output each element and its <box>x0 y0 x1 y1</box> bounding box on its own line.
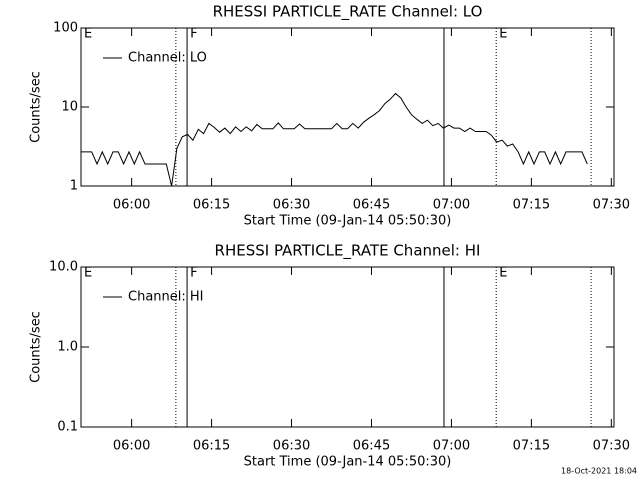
y-axis-label: Counts/sec <box>29 311 44 383</box>
flag-label: E <box>84 27 92 42</box>
x-tick-label: 07:15 <box>513 439 550 454</box>
x-tick-label: 07:00 <box>433 439 470 454</box>
x-tick-label: 07:15 <box>513 198 550 213</box>
chart-title: RHESSI PARTICLE_RATE Channel: HI <box>215 242 481 261</box>
x-tick-label: 06:00 <box>113 198 150 213</box>
x-tick-label: 07:30 <box>593 439 630 454</box>
flag-label: E <box>499 27 507 42</box>
y-tick-label: 100 <box>53 21 78 36</box>
legend-label: Channel: LO <box>128 51 207 66</box>
x-tick-label: 07:00 <box>433 198 470 213</box>
x-tick-label: 07:30 <box>593 198 630 213</box>
series-line <box>81 92 588 187</box>
x-axis-label: Start Time (09-Jan-14 05:50:30) <box>244 455 452 470</box>
flag-label: F <box>190 266 197 281</box>
flag-label: F <box>190 27 197 42</box>
x-axis-label: Start Time (09-Jan-14 05:50:30) <box>244 214 452 229</box>
x-tick-label: 06:00 <box>113 439 150 454</box>
y-tick-label: 0.1 <box>57 420 78 435</box>
x-tick-label: 06:30 <box>273 439 310 454</box>
flag-label: E <box>499 266 507 281</box>
y-axis-label: Counts/sec <box>29 71 44 143</box>
x-tick-label: 06:30 <box>273 198 310 213</box>
legend-label: Channel: HI <box>128 290 204 305</box>
y-tick-label: 1 <box>70 179 78 194</box>
footer: 18-Oct-2021 18:04 <box>561 467 637 476</box>
y-tick-label: 1.0 <box>57 340 78 355</box>
x-tick-label: 06:15 <box>193 198 230 213</box>
x-tick-label: 06:15 <box>193 439 230 454</box>
x-tick-label: 06:45 <box>353 198 390 213</box>
chart-title: RHESSI PARTICLE_RATE Channel: LO <box>213 3 483 22</box>
y-tick-label: 10.0 <box>49 260 78 275</box>
x-tick-label: 06:45 <box>353 439 390 454</box>
flag-label: E <box>84 266 92 281</box>
y-tick-label: 10 <box>61 100 78 115</box>
